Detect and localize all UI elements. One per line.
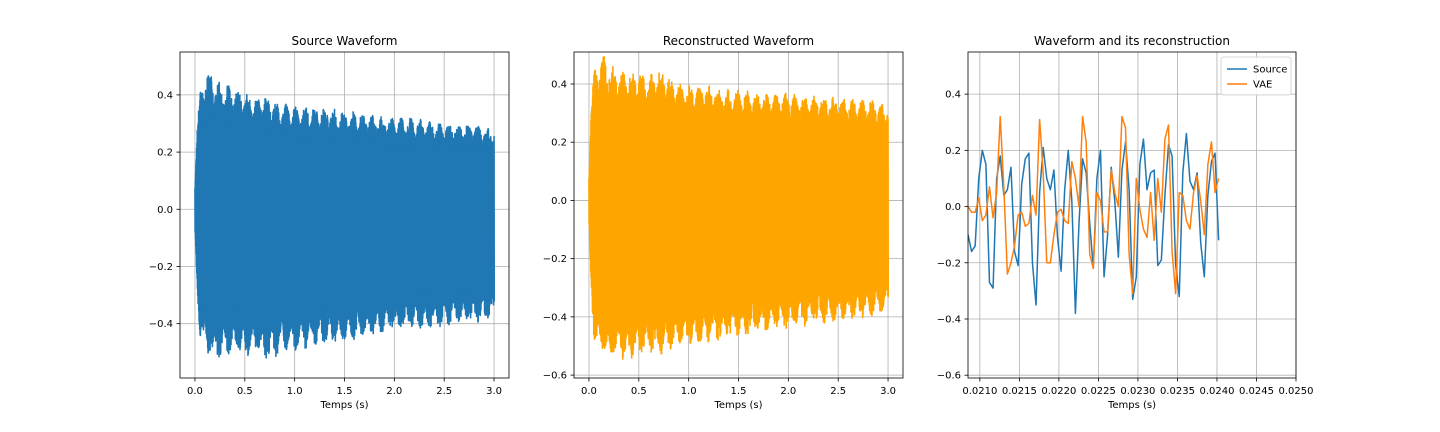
reconstructed-x-axis-label: Temps (s) [713, 400, 762, 411]
x-tick-label: 1.5 [337, 386, 353, 397]
y-tick-label: 0.4 [945, 90, 961, 101]
x-tick-label: 0.0215 [1002, 386, 1037, 397]
source-waveform-panel: 0.0 0.5 1.0 1.5 2.0 2.5 3.0 −0.4 −0.2 0.0 0.2 0.4 So… [149, 34, 510, 411]
y-tick-label: −0.6 [543, 371, 567, 382]
y-tick-label: −0.4 [543, 312, 567, 323]
comparison-plot-area [968, 115, 1220, 315]
x-tick-label: 1.5 [731, 386, 747, 397]
source-x-axis-label: Temps (s) [319, 400, 368, 411]
x-tick-label: 2.0 [386, 386, 402, 397]
x-tick-label: 1.0 [287, 386, 303, 397]
y-tick-label: −0.6 [937, 371, 961, 382]
x-tick-label: 3.0 [486, 386, 502, 397]
x-tick-label: 0.0240 [1199, 386, 1234, 397]
reconstructed-chart-title: Reconstructed Waveform [663, 34, 814, 48]
y-tick-label: −0.4 [937, 314, 961, 325]
y-tick-label: −0.2 [937, 258, 961, 269]
legend-label-source: Source [1253, 65, 1287, 76]
x-tick-label: 3.0 [880, 386, 896, 397]
x-tick-label: 2.5 [830, 386, 846, 397]
x-tick-label: 0.0230 [1120, 386, 1155, 397]
legend-box [1220, 56, 1292, 96]
series-line-vae [968, 115, 1220, 295]
reconstructed-waveform-core [588, 98, 889, 313]
x-tick-label: 2.5 [436, 386, 452, 397]
source-plot-area [194, 75, 496, 359]
reconstructed-waveform-panel: 0.0 0.5 1.0 1.5 2.0 2.5 3.0 −0.6 −0.4 −0.2 0.0 0.2 0… [543, 34, 904, 411]
comparison-x-axis-label: Temps (s) [1107, 400, 1156, 411]
source-waveform-core [194, 111, 495, 316]
y-tick-label: 0.0 [551, 196, 567, 207]
x-tick-label: 0.0250 [1279, 386, 1314, 397]
x-tick-label: 0.0245 [1239, 386, 1274, 397]
comparison-chart-title: Waveform and its reconstruction [1034, 34, 1230, 48]
x-tick-label: 0.0220 [1041, 386, 1076, 397]
legend-label-vae: VAE [1253, 80, 1272, 91]
x-tick-label: 0.0225 [1081, 386, 1116, 397]
x-tick-label: 0.0210 [962, 386, 997, 397]
y-tick-label: 0.4 [157, 90, 173, 101]
y-tick-label: 0.2 [551, 138, 567, 149]
comparison-grid [968, 52, 1297, 378]
x-tick-label: 0.0235 [1160, 386, 1195, 397]
y-tick-label: 0.0 [157, 205, 173, 216]
legend: Source VAE [1220, 56, 1292, 96]
y-tick-label: 0.2 [945, 146, 961, 157]
y-tick-label: 0.4 [551, 80, 567, 91]
y-tick-label: −0.2 [543, 254, 567, 265]
y-tick-label: −0.2 [149, 262, 173, 273]
x-tick-label: 0.5 [237, 386, 253, 397]
x-tick-label: 2.0 [780, 386, 796, 397]
x-tick-label: 1.0 [681, 386, 697, 397]
y-tick-label: −0.4 [149, 319, 173, 330]
reconstructed-plot-area [588, 56, 890, 360]
waveform-comparison-panel: 0.0210 0.0215 0.0220 0.0225 0.0230 0.0235 0.02… [937, 34, 1314, 411]
y-tick-label: 0.2 [157, 148, 173, 159]
y-tick-label: 0.0 [945, 202, 961, 213]
comparison-axes-frame [967, 51, 1297, 379]
x-tick-label: 0.0 [581, 386, 597, 397]
x-tick-label: 0.5 [631, 386, 647, 397]
x-tick-label: 0.0 [187, 386, 203, 397]
source-chart-title: Source Waveform [292, 34, 398, 48]
